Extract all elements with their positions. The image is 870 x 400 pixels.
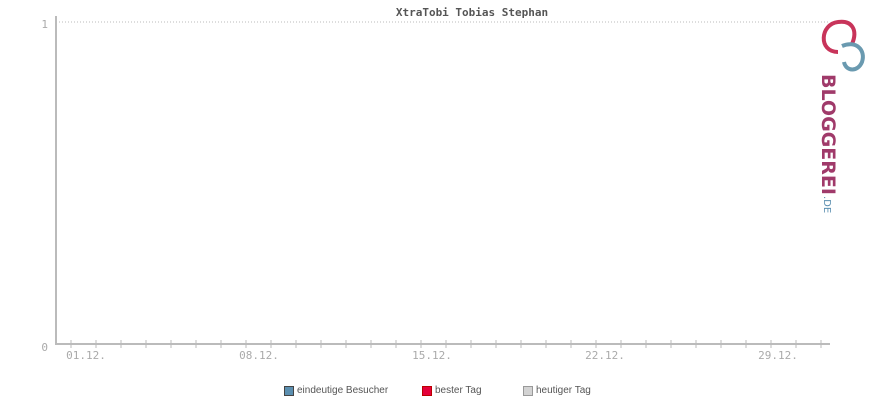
legend-label: bester Tag — [435, 385, 482, 396]
x-tick-label: 29.12. — [758, 349, 798, 362]
legend-swatch — [284, 385, 294, 396]
x-tick-label: 08.12. — [239, 349, 279, 362]
bloggerei-logo[interactable]: BLOGGEREI .DE — [817, 19, 865, 213]
x-tick-label: 01.12. — [66, 349, 106, 362]
y-tick-label-1: 1 — [41, 18, 48, 31]
legend-swatch — [523, 385, 533, 396]
legend-label: heutiger Tag — [536, 385, 591, 396]
legend-item-unique-visitors: eindeutige Besucher — [284, 385, 388, 396]
x-tick-label: 15.12. — [412, 349, 452, 362]
chart-title: XtraTobi Tobias Stephan — [396, 6, 548, 19]
legend-swatch — [422, 385, 432, 396]
legend-item-best-day: bester Tag — [422, 385, 482, 396]
legend-item-today: heutiger Tag — [523, 385, 591, 396]
y-tick-label-0: 0 — [41, 341, 48, 354]
svg-text:BLOGGEREI: BLOGGEREI — [817, 74, 839, 195]
legend-label: eindeutige Besucher — [297, 385, 389, 396]
x-tick-label: 22.12. — [585, 349, 625, 362]
svg-text:.DE: .DE — [821, 196, 832, 213]
